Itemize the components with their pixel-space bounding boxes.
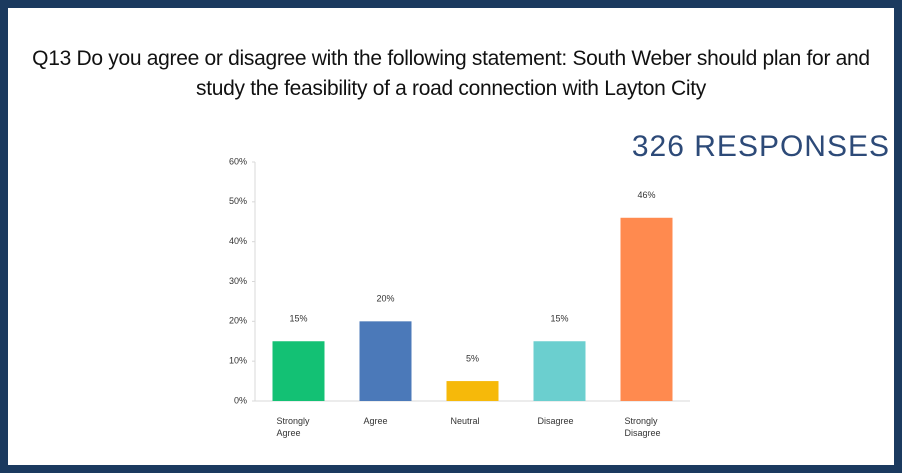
chart-title: Q13 Do you agree or disagree with the fo… bbox=[32, 47, 870, 100]
bar bbox=[620, 217, 673, 401]
x-tick-label: Strongly Agree bbox=[276, 416, 310, 438]
bar bbox=[359, 321, 412, 401]
y-tick-label: 30% bbox=[229, 276, 247, 286]
y-tick-label: 40% bbox=[229, 236, 247, 246]
value-label: 15% bbox=[289, 314, 307, 324]
value-label: 5% bbox=[466, 353, 479, 363]
bar bbox=[446, 381, 499, 401]
value-label: 15% bbox=[550, 314, 568, 324]
value-label: 46% bbox=[637, 190, 655, 200]
bar bbox=[272, 341, 325, 401]
responses-annotation: 326 RESPONSES bbox=[631, 130, 890, 163]
x-tick-label: Agree bbox=[363, 416, 388, 426]
y-tick-label: 20% bbox=[229, 316, 247, 326]
y-tick-label: 0% bbox=[234, 395, 247, 405]
x-tick-label: Neutral bbox=[450, 416, 480, 426]
x-tick-label: Disagree bbox=[537, 416, 574, 426]
bar bbox=[533, 341, 586, 401]
y-tick-label: 10% bbox=[229, 356, 247, 366]
x-tick-label: Strongly Disagree bbox=[624, 416, 661, 438]
y-tick-label: 50% bbox=[229, 196, 247, 206]
value-label: 20% bbox=[376, 294, 394, 304]
chart: 0% 10% 20% 30% 40% 50% 60% 15% 20% 5% 15% 46% bbox=[229, 156, 690, 405]
y-tick-label: 60% bbox=[229, 156, 247, 166]
